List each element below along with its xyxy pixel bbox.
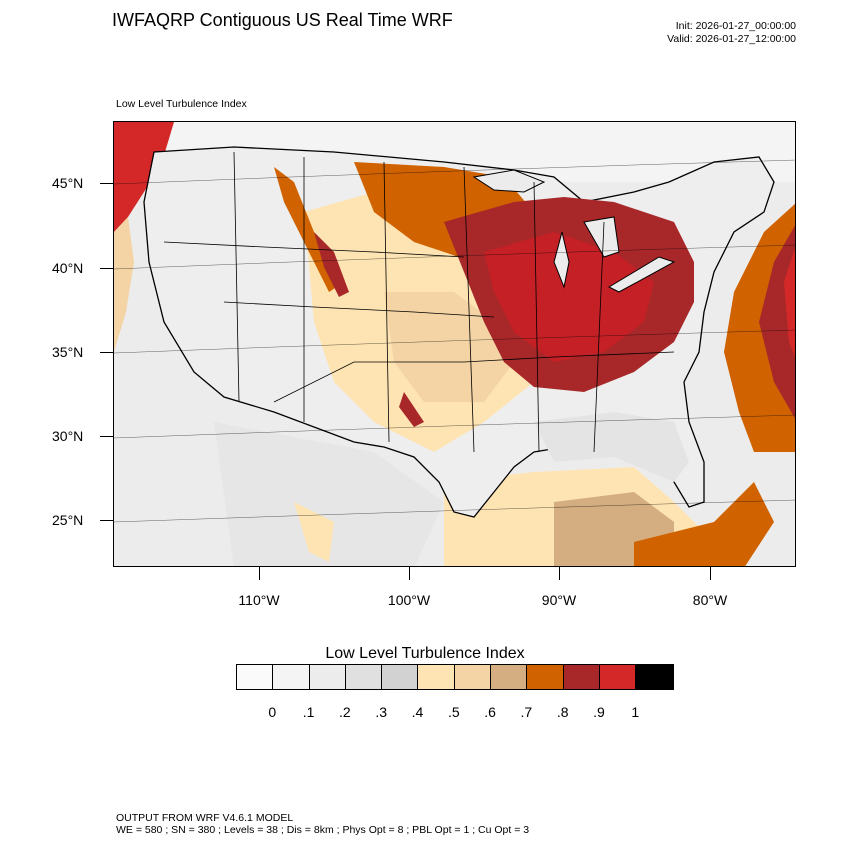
mexico-region	[214, 422, 444, 566]
colorbar-label: .3	[375, 704, 388, 720]
lat-label-30: 30°N	[52, 428, 84, 444]
colorbar-box	[527, 665, 564, 689]
lon-tick	[259, 567, 260, 580]
rockies-red	[314, 232, 349, 297]
colorbar-label: .8	[556, 704, 569, 720]
model-info-line2: WE = 580 ; SN = 380 ; Levels = 38 ; Dis …	[116, 824, 530, 836]
model-info-line1: OUTPUT FROM WRF V4.6.1 MODEL	[116, 812, 294, 824]
lat-tick	[100, 183, 113, 184]
lat-label-25: 25°N	[52, 512, 84, 528]
lat-tick	[100, 436, 113, 437]
colorbar-label: .9	[593, 704, 605, 720]
field-label: Low Level Turbulence Index	[116, 98, 247, 110]
state-boundaries	[163, 151, 675, 453]
map-panel	[113, 121, 796, 567]
init-time: Init: 2026-01-27_00:00:00	[675, 20, 796, 32]
colorbar-box	[454, 665, 492, 689]
lat-tick	[100, 520, 113, 521]
colorbar-box	[418, 665, 455, 689]
lat-tick	[100, 268, 113, 269]
colorbar-label: .6	[484, 704, 496, 720]
lon-label-90w: 90°W	[541, 592, 577, 608]
southeast-gray-region	[534, 412, 689, 482]
colorbar-title: Low Level Turbulence Index	[325, 645, 525, 662]
map-svg	[114, 122, 795, 566]
colorbar-box	[636, 665, 673, 689]
lat-label-40: 40°N	[52, 260, 84, 276]
colorbar-box	[563, 665, 600, 689]
texas-red-spot	[399, 392, 424, 427]
colorbar-box	[491, 665, 528, 689]
lake-erie	[607, 256, 676, 293]
pacific-high-region	[114, 122, 174, 232]
lon-tick	[409, 567, 410, 580]
colorbar-box	[345, 665, 383, 689]
pacific-moderate-region	[114, 217, 134, 352]
midwest-red	[484, 232, 654, 362]
atlantic-dark-red-region	[759, 225, 795, 419]
colorbar-box	[599, 665, 637, 689]
colorbar-label: .2	[339, 704, 351, 720]
colorbar-box	[309, 665, 346, 689]
colorbar-box	[382, 665, 419, 689]
lat-tick	[100, 352, 113, 353]
lon-label-80w: 80°W	[692, 592, 728, 608]
colorbar	[236, 664, 674, 690]
colorbar-label: .5	[447, 704, 460, 720]
atlantic-red-region	[784, 248, 795, 357]
lat-label-45: 45°N	[52, 175, 84, 191]
lake-michigan	[553, 231, 570, 289]
colorbar-box	[273, 665, 310, 689]
colorbar-label: 0	[268, 704, 277, 720]
mexico-moderate-region	[294, 502, 334, 562]
valid-time: Valid: 2026-01-27_12:00:00	[667, 33, 796, 45]
lon-label-110w: 110°W	[238, 592, 280, 608]
colorbar-box	[237, 665, 274, 689]
lon-tick	[710, 567, 711, 580]
lake-huron	[583, 216, 620, 258]
gulf-orange-region	[634, 482, 774, 566]
plains-tan-region	[384, 292, 514, 402]
colorbar-label: .1	[302, 704, 315, 720]
colorbar-label: 1	[631, 704, 640, 720]
lon-tick	[559, 567, 560, 580]
lat-label-35: 35°N	[52, 344, 84, 360]
colorbar-label: .4	[411, 704, 424, 720]
chart-title: IWFAQRP Contiguous US Real Time WRF	[112, 10, 453, 30]
lon-label-100w: 100°W	[387, 592, 431, 608]
colorbar-label: .7	[520, 704, 533, 720]
